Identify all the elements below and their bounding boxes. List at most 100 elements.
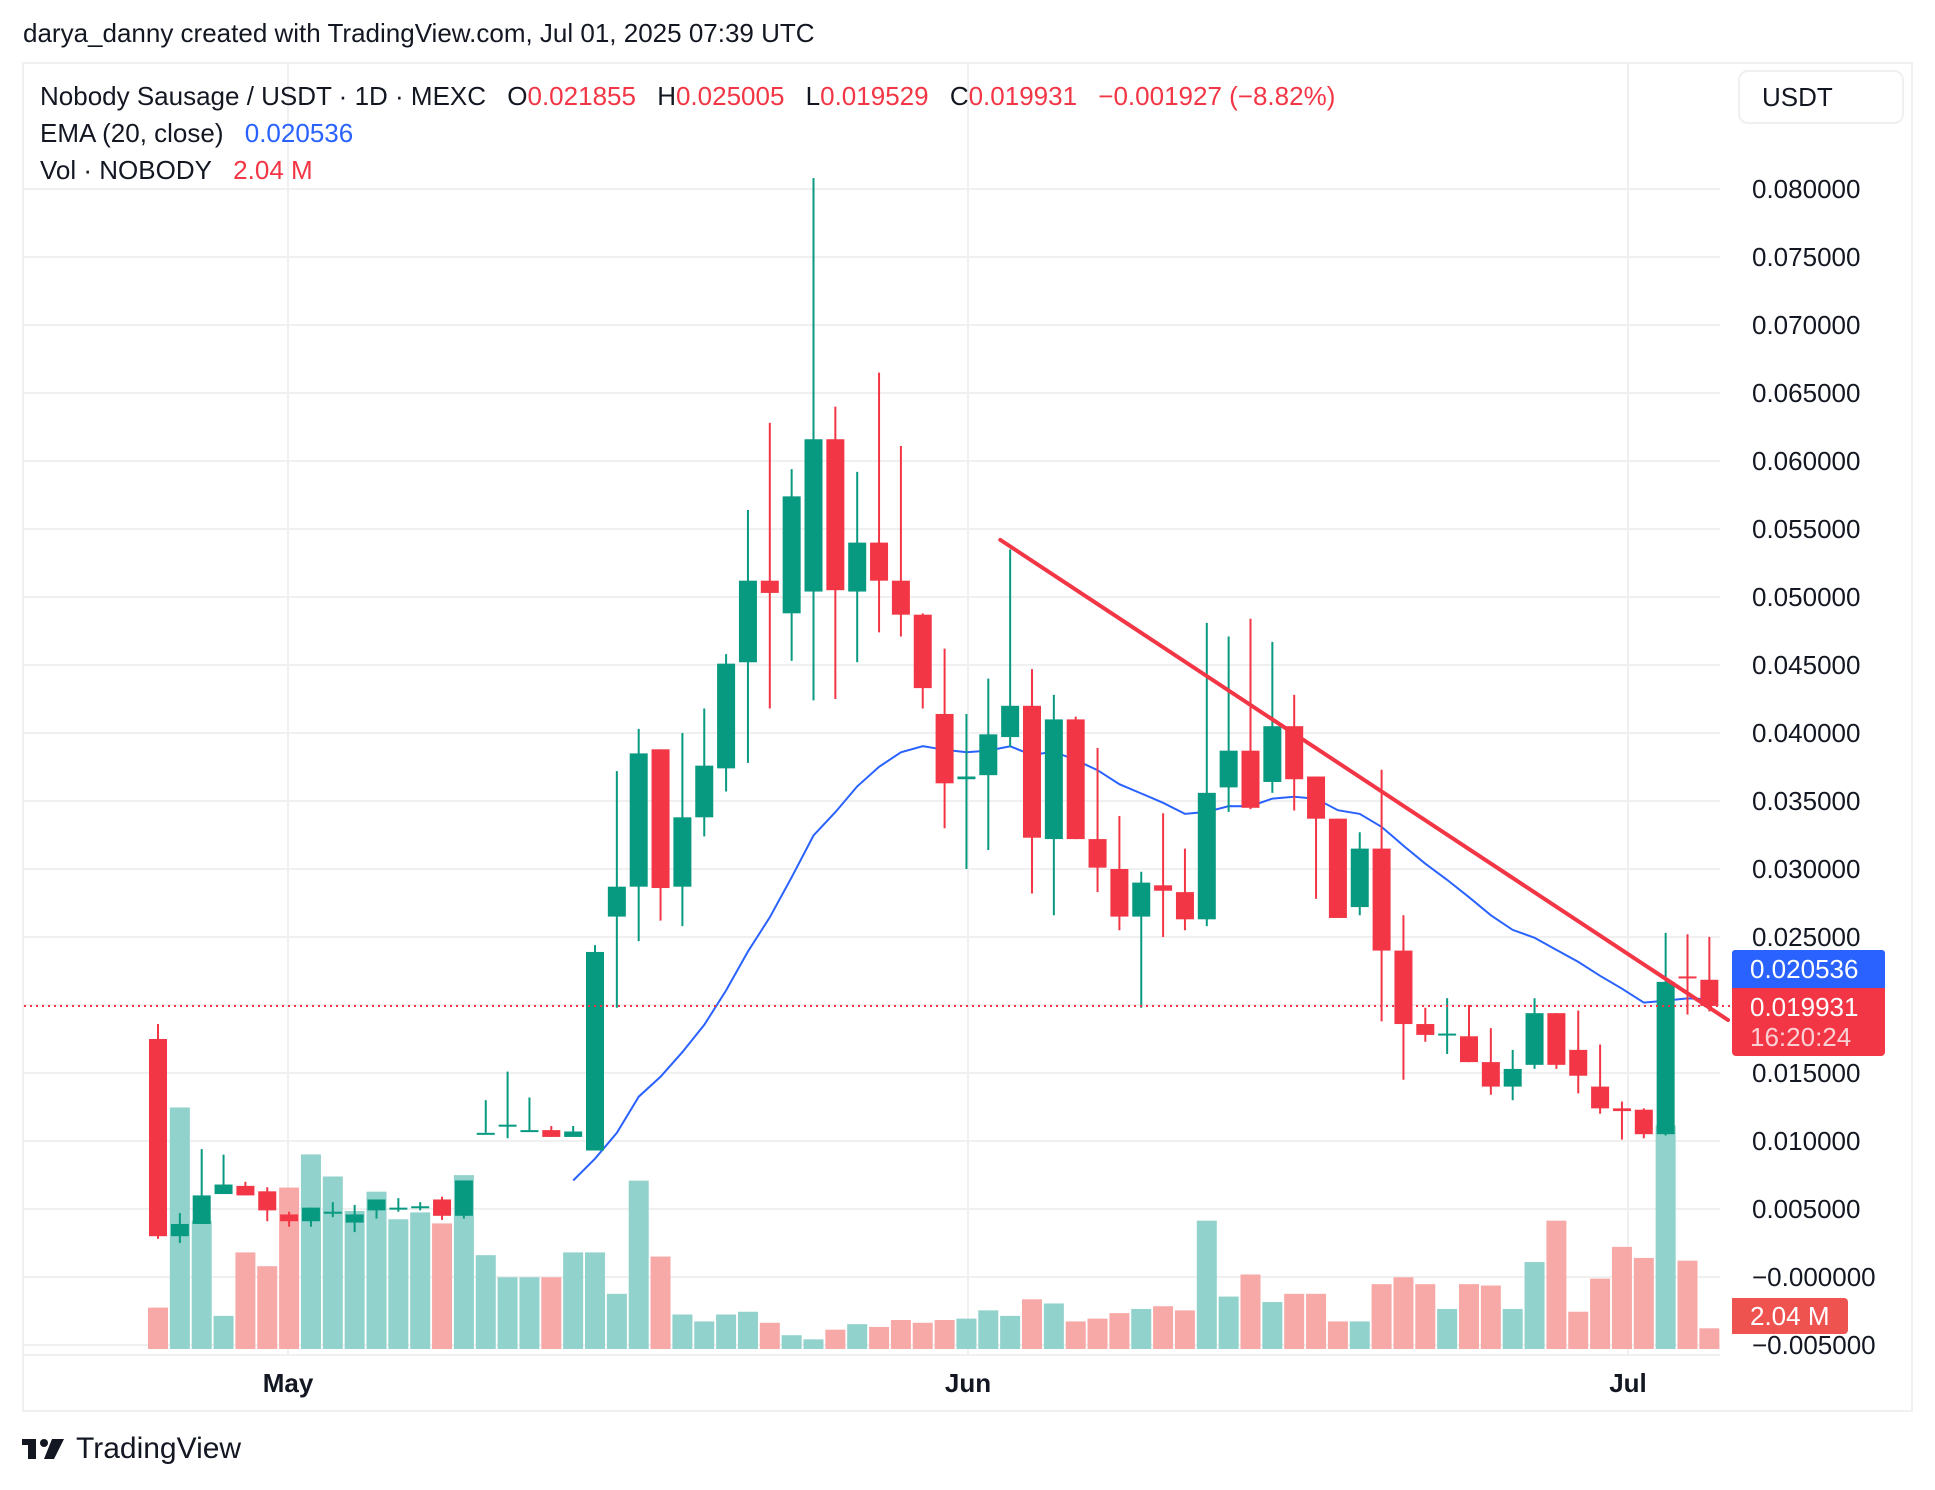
candle-body	[214, 1184, 233, 1195]
volume-bar	[1306, 1293, 1327, 1349]
volume-bar	[934, 1320, 955, 1349]
candle-body	[498, 1124, 517, 1127]
candle-body	[891, 580, 910, 615]
y-axis-tick: 0.040000	[1752, 718, 1860, 748]
volume-bar	[869, 1326, 890, 1349]
y-axis-tick: 0.060000	[1752, 446, 1860, 476]
volume-bar	[366, 1191, 387, 1349]
volume-bar	[1415, 1284, 1436, 1349]
candle-body	[1285, 726, 1304, 780]
volume-bar	[235, 1252, 256, 1349]
volume-bar	[1699, 1328, 1720, 1349]
ema-price-tag: 0.020536	[1732, 950, 1885, 988]
volume-bar	[1502, 1308, 1523, 1349]
currency-button[interactable]: USDT	[1738, 70, 1904, 124]
volume-bar	[890, 1320, 911, 1349]
candle-body	[935, 713, 954, 784]
y-axis-tick: −0.000000	[1752, 1262, 1876, 1292]
candle-body	[848, 542, 867, 592]
volume-bar	[1262, 1302, 1283, 1349]
candle-body	[586, 951, 604, 1151]
candle-body	[1591, 1086, 1610, 1109]
volume-bar	[475, 1255, 496, 1349]
volume-row[interactable]: Vol · NOBODY 2.04 M	[40, 152, 1335, 189]
volume-bar	[1568, 1311, 1589, 1349]
volume-bar	[606, 1293, 627, 1349]
attribution-text: darya_danny created with TradingView.com…	[23, 18, 815, 48]
volume-bar	[300, 1154, 321, 1349]
x-axis-label: Jul	[1609, 1368, 1647, 1398]
tradingview-brand: TradingView	[76, 1432, 242, 1465]
candle-body	[149, 1039, 167, 1237]
volume-bar	[432, 1223, 453, 1349]
chart-legend: Nobody Sausage / USDT · 1D · MEXC O0.021…	[40, 78, 1335, 189]
ema-row[interactable]: EMA (20, close) 0.020536	[40, 115, 1335, 152]
symbol-name[interactable]: Nobody Sausage / USDT · 1D · MEXC	[40, 81, 487, 111]
volume-bar	[978, 1310, 999, 1349]
candle-body	[607, 886, 626, 917]
volume-bar	[847, 1324, 868, 1349]
volume-bars	[148, 1107, 1720, 1349]
candle-body	[1700, 979, 1719, 1006]
last-price-tag: 0.019931 16:20:24	[1732, 988, 1885, 1056]
volume-bar	[519, 1277, 540, 1349]
candle-body	[520, 1130, 539, 1133]
volume-bar	[781, 1335, 802, 1349]
y-axis-tick: 0.015000	[1752, 1058, 1860, 1088]
y-axis-tick: 0.035000	[1752, 786, 1860, 816]
volume-bar	[191, 1220, 212, 1349]
candle-body	[1241, 750, 1260, 808]
volume-bar	[1000, 1315, 1021, 1349]
candle-body	[1001, 705, 1020, 738]
volume-tag: 2.04 M	[1732, 1298, 1848, 1334]
candle-body	[1634, 1109, 1653, 1135]
volume-bar	[1590, 1278, 1611, 1349]
volume-bar	[585, 1252, 605, 1349]
volume-bar	[1349, 1321, 1370, 1349]
candle-body	[870, 542, 889, 581]
volume-bar	[1284, 1293, 1305, 1349]
volume-bar	[1437, 1308, 1458, 1349]
candle-body	[280, 1214, 299, 1222]
close-value: 0.019931	[968, 81, 1078, 111]
volume-label: Vol · NOBODY	[40, 155, 212, 185]
candle-body	[389, 1207, 408, 1210]
x-axis-label: May	[263, 1368, 314, 1398]
candle-body	[1088, 839, 1107, 868]
volume-bar	[1153, 1306, 1174, 1349]
candle-body	[1328, 818, 1347, 918]
candle-body	[1066, 719, 1085, 840]
candle-body	[1110, 869, 1129, 917]
candle-body	[170, 1223, 189, 1237]
volume-bar	[628, 1180, 649, 1349]
candle-body	[804, 439, 823, 592]
volume-bar	[541, 1277, 562, 1349]
candle-body	[760, 580, 779, 593]
ema-line	[572, 745, 1710, 1182]
symbol-row: Nobody Sausage / USDT · 1D · MEXC O0.021…	[40, 78, 1335, 115]
trendline[interactable]	[998, 537, 1730, 1022]
volume-bar	[1371, 1284, 1392, 1349]
y-axis-tick: 0.045000	[1752, 650, 1860, 680]
tradingview-footer[interactable]: TradingView	[22, 1432, 241, 1466]
candles	[149, 178, 1719, 1243]
ema-value: 0.020536	[244, 118, 354, 148]
candle-body	[913, 614, 932, 689]
volume-bar	[1043, 1303, 1064, 1349]
chart-frame	[22, 62, 1913, 1412]
candle-body	[476, 1132, 495, 1135]
y-axis-tick: 0.030000	[1752, 854, 1860, 884]
candle-body	[345, 1214, 364, 1223]
low-value: 0.019529	[820, 81, 929, 111]
candle-body	[1678, 976, 1697, 979]
candle-body	[1612, 1108, 1631, 1112]
volume-bar	[912, 1322, 933, 1349]
candle-body	[957, 776, 976, 780]
candle-body	[717, 663, 736, 769]
high-value: 0.025005	[675, 81, 785, 111]
high-label: H	[657, 81, 676, 111]
volume-bar	[1611, 1246, 1632, 1349]
volume-bar	[257, 1266, 278, 1349]
volume-bar	[1393, 1277, 1414, 1349]
